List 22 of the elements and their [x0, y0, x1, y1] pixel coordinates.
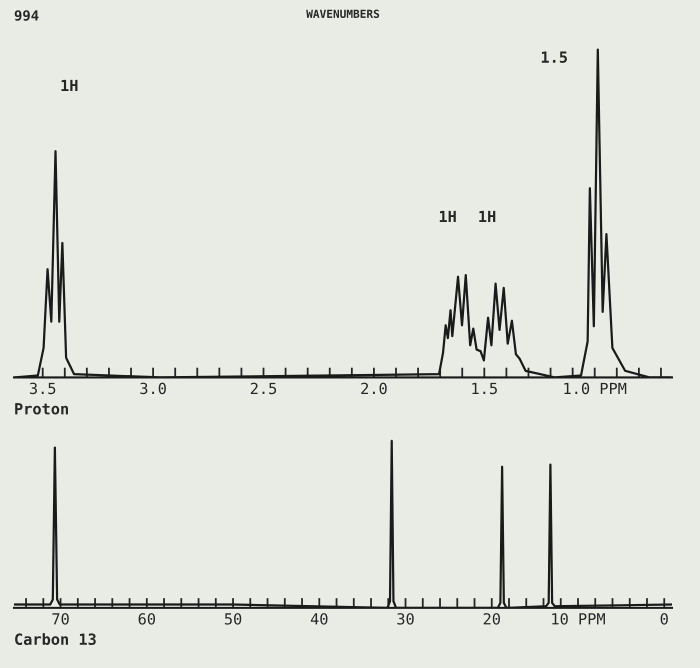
x-tick-label: 40	[310, 613, 328, 625]
chart-title: WAVENUMBERS	[306, 10, 380, 18]
x-tick-label: 60	[138, 613, 156, 625]
x-tick-label: 0	[660, 613, 668, 625]
x-axis-title: Proton	[15, 403, 68, 415]
annotation: 1H	[440, 210, 456, 222]
annotation: 1H	[479, 210, 496, 222]
annotation: 1H	[61, 80, 78, 92]
x-tick-label: 2.0	[361, 382, 387, 394]
x-tick-label: 50	[224, 613, 242, 625]
x-tick-label: 2.5	[250, 382, 276, 394]
annotation: 1.5	[542, 52, 567, 63]
x-tick-label: 10 PPM	[552, 613, 605, 625]
x-tick-label: 1.5	[472, 382, 497, 394]
x-tick-label: 70	[52, 613, 69, 625]
x-tick-label: 3.5	[30, 382, 56, 394]
x-tick-label: 20	[484, 613, 500, 625]
x-tick-label: 30	[397, 613, 414, 625]
x-tick-label: 1.0 PPM	[564, 382, 626, 394]
text: 994	[14, 10, 38, 21]
x-axis-title: Carbon 13	[15, 633, 96, 645]
x-tick-label: 3.0	[140, 382, 166, 394]
